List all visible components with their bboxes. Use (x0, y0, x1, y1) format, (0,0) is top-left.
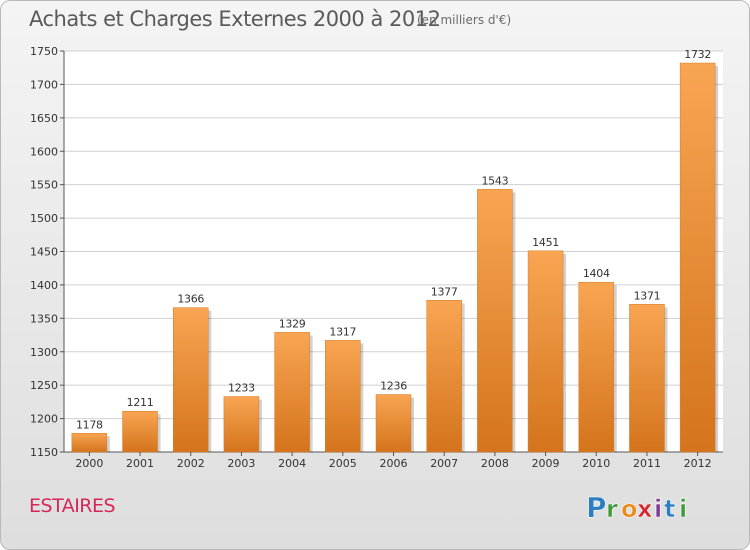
data-label: 1233 (228, 382, 255, 395)
bar (629, 304, 665, 453)
y-tick-label: 1400 (30, 279, 58, 292)
x-tick-label: 2009 (532, 457, 560, 470)
y-tick-label: 1200 (30, 413, 58, 426)
x-tick-label: 2011 (633, 457, 661, 470)
bar (679, 62, 716, 453)
data-label: 1732 (684, 48, 711, 61)
logo-letter: t (664, 495, 675, 523)
y-tick-label: 1600 (30, 145, 58, 158)
y-tick-label: 1350 (30, 312, 58, 325)
y-tick-label: 1150 (30, 446, 58, 459)
bar (426, 300, 462, 453)
chart-title: Achats et Charges Externes 2000 à 2012 (29, 7, 441, 31)
y-tick-label: 1450 (30, 246, 58, 259)
x-tick-label: 2008 (481, 457, 509, 470)
bar (527, 250, 564, 453)
bar (375, 394, 412, 453)
data-label: 1366 (177, 293, 204, 306)
y-tick-label: 1500 (30, 212, 58, 225)
data-label: 1404 (583, 267, 610, 280)
data-label: 1371 (634, 289, 661, 302)
bar (578, 281, 615, 453)
y-tick-label: 1750 (30, 45, 58, 58)
data-label: 1317 (329, 325, 356, 338)
x-tick-label: 2007 (430, 457, 458, 470)
logo-letter: r (606, 495, 618, 523)
commune-name: ESTAIRES (29, 495, 116, 517)
y-tick-label: 1550 (30, 179, 58, 192)
y-tick-label: 1300 (30, 346, 58, 359)
bar (71, 433, 108, 453)
x-tick-label: 2006 (380, 457, 408, 470)
bar (223, 396, 260, 453)
logo-letter: x (637, 495, 653, 523)
bar (274, 332, 310, 453)
data-label: 1329 (279, 317, 306, 330)
y-tick-label: 1250 (30, 379, 58, 392)
chart-subtitle: (en milliers d'€) (417, 13, 512, 27)
data-label: 1211 (127, 396, 154, 409)
data-label: 1236 (380, 380, 407, 393)
bar (477, 189, 513, 453)
x-tick-label: 2012 (684, 457, 712, 470)
x-tick-label: 2001 (126, 457, 154, 470)
x-tick-label: 2005 (329, 457, 357, 470)
x-tick-label: 2003 (227, 457, 255, 470)
x-tick-label: 2002 (177, 457, 205, 470)
data-label: 1543 (481, 174, 508, 187)
data-label: 1451 (532, 236, 559, 249)
bar (325, 340, 361, 453)
x-tick-label: 2004 (278, 457, 306, 470)
x-tick-label: 2010 (582, 457, 610, 470)
x-tick-label: 2000 (75, 457, 103, 470)
logo-letter: i (679, 495, 687, 523)
y-tick-label: 1650 (30, 112, 58, 125)
data-label: 1178 (76, 418, 103, 431)
y-tick-label: 1700 (30, 78, 58, 91)
logo-letter: i (654, 495, 662, 523)
logo-letter: o (621, 495, 638, 523)
bar (122, 410, 158, 453)
bar (172, 307, 209, 453)
data-label: 1377 (431, 285, 458, 298)
logo-letter: P (586, 491, 607, 524)
